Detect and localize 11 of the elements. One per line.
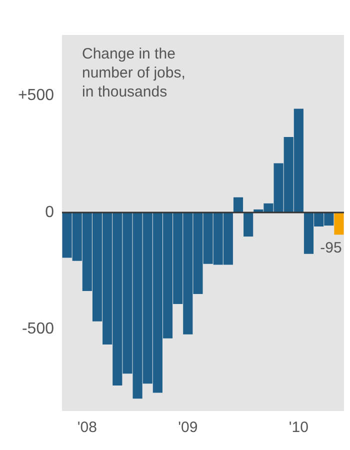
x-tick-label: '09 [178,419,198,436]
bar [334,212,344,235]
y-tick-label: -500 [22,320,54,338]
y-tick-label: +500 [18,87,54,104]
x-tick-label: '10 [288,419,308,436]
text: Change in the number of jobs, in thousands [82,46,186,101]
y-tick-label: 0 [45,204,54,221]
data-label: -95 [320,239,342,256]
x-tick-label: '08 [77,419,97,436]
bar [233,197,244,212]
bar [244,212,254,237]
